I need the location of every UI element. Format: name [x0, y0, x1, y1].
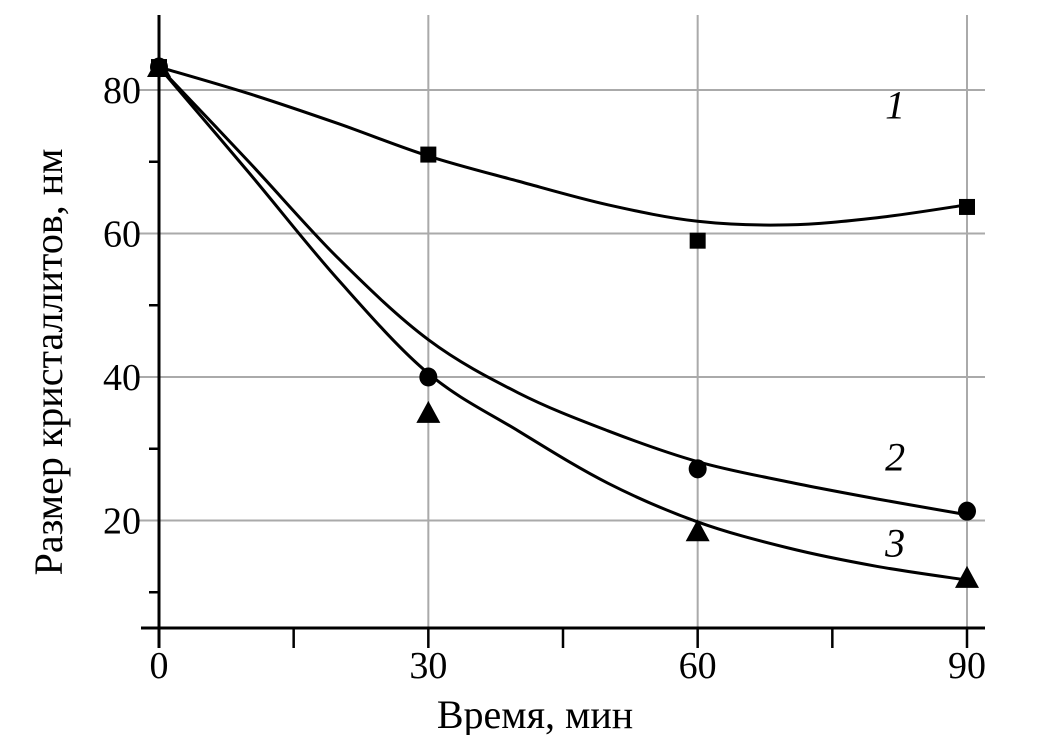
y-tick-label: 40: [103, 357, 141, 399]
y-tick-label: 80: [103, 70, 141, 112]
triangle-marker: [416, 400, 441, 423]
curve-label-1: 1: [885, 83, 905, 128]
circle-marker: [688, 459, 707, 479]
y-tick-label: 20: [103, 501, 141, 543]
y-axis-label: Размер кристаллитов, нм: [26, 149, 71, 576]
fit-curve-2: [157, 66, 968, 517]
x-tick-label: 30: [409, 645, 447, 687]
fit-curves: [157, 65, 968, 582]
axes: [141, 15, 985, 648]
square-marker: [689, 232, 706, 249]
square-marker: [959, 198, 975, 215]
curve-label-3: 3: [884, 520, 905, 565]
curve-labels: 1 2 3: [884, 83, 905, 566]
x-axis-label: Время, мин: [437, 692, 633, 735]
triangle-marker: [685, 519, 710, 542]
circle-marker: [958, 501, 976, 521]
x-tick-label: 90: [948, 645, 986, 687]
tick-labels: 0 30 60 90 20 40 60 80: [103, 70, 986, 687]
square-marker: [420, 146, 437, 163]
grid: [137, 15, 985, 628]
data-markers: [147, 55, 979, 588]
triangle-marker: [147, 55, 171, 78]
fit-curve-3: [157, 66, 968, 582]
triangle-marker: [955, 565, 979, 588]
curve-label-2: 2: [885, 434, 905, 479]
x-tick-label: 0: [150, 645, 169, 687]
x-tick-label: 60: [679, 645, 717, 687]
circle-marker: [419, 367, 438, 387]
y-tick-label: 60: [103, 214, 141, 256]
fit-curve-1: [158, 65, 968, 227]
